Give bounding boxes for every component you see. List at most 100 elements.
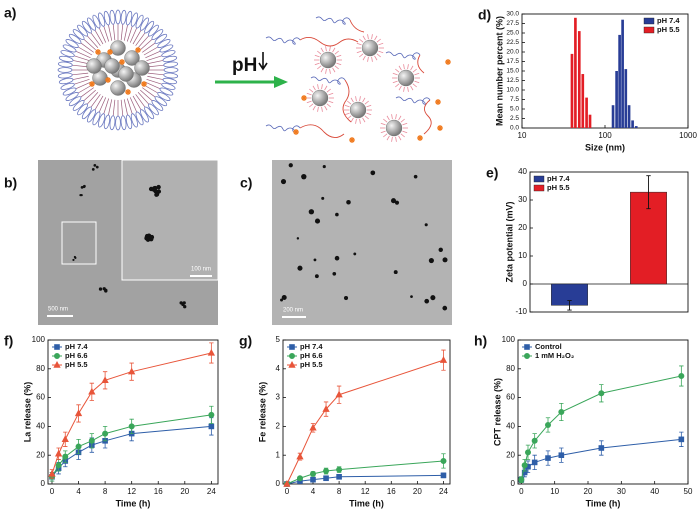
nanoparticle [297, 265, 303, 271]
marker [531, 459, 538, 466]
marker [207, 348, 215, 356]
legend-label: pH 7.4 [300, 342, 323, 351]
polymer-chain [137, 92, 150, 105]
scale-bar-label: 200 nm [283, 308, 303, 314]
marker [88, 437, 95, 444]
x-tick-label: 12 [361, 487, 370, 496]
marker [53, 360, 61, 368]
nanoparticle [296, 237, 300, 240]
bar [574, 17, 577, 128]
drug [437, 125, 443, 131]
polymer-loop [154, 96, 168, 107]
drug [119, 59, 125, 65]
ligand [350, 97, 354, 103]
polymer-loop [154, 33, 168, 44]
trigger-label: pH [232, 55, 257, 76]
y-tick-label: 60 [506, 393, 515, 402]
y-tick-label: 25.0 [506, 30, 519, 37]
polymer-chain [72, 72, 89, 76]
bar [570, 53, 574, 128]
y-tick-label: 40 [506, 422, 515, 431]
nanoparticle [182, 301, 186, 305]
ligand [320, 47, 324, 53]
ligand [321, 106, 323, 112]
ligand [317, 50, 322, 55]
marker [62, 453, 69, 460]
x-axis-title: Time (h) [349, 498, 384, 508]
ligand [334, 65, 339, 70]
panel-label: a) [4, 5, 16, 21]
nanoparticle [343, 296, 349, 301]
polymer-coil [265, 36, 301, 45]
marker [322, 405, 330, 412]
green-arrowhead [274, 76, 288, 88]
polymer-chain [112, 99, 116, 116]
polymer-loop [58, 55, 74, 63]
nanoparticle [314, 218, 321, 224]
ligand [362, 117, 366, 123]
nanoparticle [82, 185, 86, 189]
y-tick-label: 15.0 [506, 68, 519, 75]
ligand [380, 130, 386, 134]
ligand [309, 103, 314, 108]
plot-frame [282, 339, 451, 485]
polymer-loop [151, 29, 164, 40]
polymer-loop [103, 114, 111, 130]
nanoparticle [149, 234, 155, 240]
marker [310, 476, 316, 483]
ligand [395, 68, 400, 73]
drug [89, 81, 95, 87]
polymer-chain [74, 78, 90, 85]
y-tick-label: 20 [36, 450, 45, 459]
ligand [412, 68, 417, 73]
x-tick-label: 10 [550, 487, 559, 496]
polymer-loop [109, 115, 116, 131]
polymer-chain [146, 78, 162, 85]
polymer-chain [120, 99, 124, 116]
y-tick-label: 20 [506, 450, 515, 459]
legend-swatch [533, 175, 545, 183]
nanoparticle [308, 209, 315, 215]
marker [323, 475, 329, 482]
polymer-chain [126, 98, 133, 114]
x-axis-title: Time (h) [116, 498, 151, 508]
nanoparticle [424, 298, 430, 304]
nanoparticle [110, 40, 126, 56]
ligand [392, 72, 398, 76]
y-tick-label: 80 [506, 364, 515, 373]
marker [74, 409, 83, 417]
legend-label: pH 7.4 [547, 174, 570, 183]
ligand [314, 62, 320, 66]
ligand [317, 65, 322, 70]
y-tick-label: 20.0 [506, 49, 519, 56]
y-tick-label: 17.5 [506, 58, 519, 65]
nanoparticle [280, 298, 284, 302]
ligand [414, 80, 420, 84]
polymer-loop [68, 33, 82, 44]
x-tick-label: 8 [103, 487, 108, 496]
polymer-chain [140, 38, 153, 51]
ligand [403, 64, 405, 70]
marker [439, 356, 448, 363]
polymer-chain [112, 24, 116, 41]
ligand [367, 34, 369, 40]
polymer-chain [98, 97, 107, 113]
marker [289, 344, 295, 350]
y-tick-label: 60 [36, 393, 45, 402]
ligand [326, 88, 331, 93]
ligand [383, 118, 388, 123]
nanoparticle [104, 288, 108, 292]
marker [335, 390, 343, 398]
zoom-box [61, 221, 97, 265]
polymer-chain [126, 26, 133, 42]
nanoparticle [424, 223, 428, 227]
nanoparticle [80, 193, 83, 197]
legend-label: pH 6.6 [65, 351, 88, 360]
x-tick-label: 30 [617, 487, 626, 496]
ligand [362, 55, 366, 61]
y-tick-label: 0.0 [510, 125, 519, 132]
ligand [362, 35, 366, 41]
panel-label: h) [474, 333, 487, 349]
polymer-chain [86, 35, 99, 48]
ligand [329, 46, 331, 52]
